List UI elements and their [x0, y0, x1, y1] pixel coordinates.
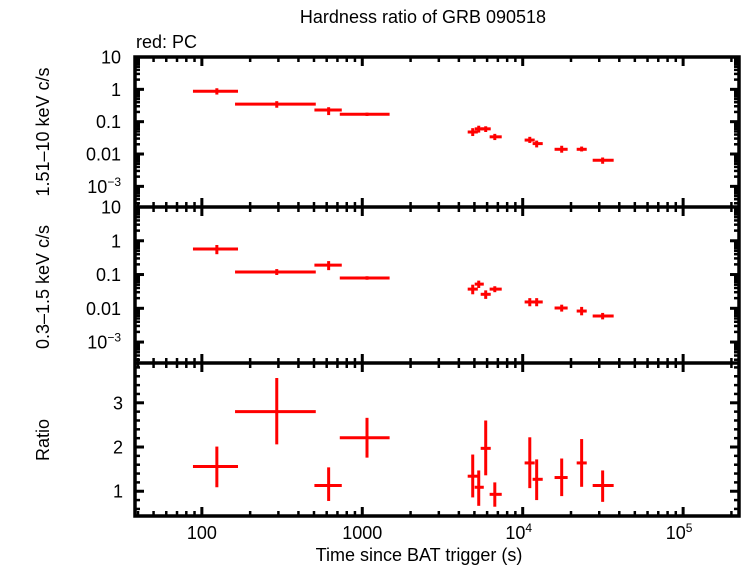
y-tick-label-base: 10 [87, 177, 107, 197]
x-tick-label: 104 [505, 521, 532, 543]
data-point [489, 133, 502, 141]
x-axis-label: Time since BAT trigger (s) [316, 545, 523, 565]
panel-hard [135, 55, 739, 207]
y-tick-label-base: 0.01 [86, 299, 121, 319]
data-point [339, 276, 390, 280]
y-tick-label-exponent: −3 [107, 331, 121, 345]
y-tick-label: 0.1 [96, 265, 121, 285]
data-point [467, 128, 478, 137]
data-point [554, 145, 568, 153]
data-point [467, 284, 478, 295]
y-tick-label: 2 [113, 438, 123, 458]
data-point [474, 470, 484, 506]
data-point [474, 280, 484, 288]
y-tick-label-base: 10 [101, 198, 121, 218]
x-tick-label-exponent: 5 [686, 521, 693, 535]
series-ratio-points [192, 378, 614, 507]
panel-soft [135, 205, 739, 363]
data-point [480, 126, 491, 132]
data-point [532, 459, 543, 501]
y-tick-label: 1 [111, 80, 121, 100]
x-tick-label-base: 10 [666, 523, 686, 543]
data-point [532, 140, 543, 148]
data-point [339, 112, 390, 116]
y-tick-label-base: 3 [113, 393, 123, 413]
data-point [524, 136, 535, 143]
y-axis-label-hard: 1.51–10 keV c/s [33, 67, 53, 196]
data-point [467, 454, 478, 498]
data-point [592, 470, 614, 502]
x-tick-label-base: 10 [505, 523, 525, 543]
plot-frame [133, 55, 741, 518]
y-tick-label: 0.01 [86, 145, 121, 165]
data-point [235, 378, 316, 445]
panel-ratio [135, 363, 739, 516]
chart-title: Hardness ratio of GRB 090518 [300, 7, 546, 27]
y-tick-label-base: 10 [87, 333, 107, 353]
data-point [532, 298, 543, 307]
data-point [480, 290, 491, 299]
data-point [554, 458, 568, 497]
x-tick-label-exponent: 4 [525, 521, 532, 535]
y-tick-label-base: 1 [111, 80, 121, 100]
data-point [235, 101, 316, 108]
x-tick-label: 105 [666, 521, 693, 543]
data-point [489, 482, 502, 507]
y-tick-label: 0.01 [86, 299, 121, 319]
x-tick-label: 1000 [342, 523, 382, 543]
y-tick-label-base: 0.1 [96, 112, 121, 132]
x-tick-label-base: 1000 [342, 523, 382, 543]
axes-group [133, 55, 741, 518]
data-point [339, 417, 390, 458]
data-point [489, 286, 502, 293]
data-point [524, 437, 535, 489]
series-hard-points [192, 88, 614, 164]
data-point [314, 261, 342, 271]
y-tick-label-base: 0.1 [96, 265, 121, 285]
x-tick-label: 100 [187, 523, 217, 543]
data-point [576, 439, 587, 487]
y-tick-label: 1 [113, 482, 123, 502]
y-tick-label-base: 1 [111, 231, 121, 251]
y-axis-label-ratio: Ratio [33, 419, 53, 461]
y-tick-label: 1 [111, 231, 121, 251]
y-tick-label-exponent: −3 [107, 175, 121, 189]
data-point [576, 306, 587, 316]
data-marks-group [192, 88, 614, 507]
data-point [576, 146, 587, 152]
y-axis-label-soft: 0.3–1.5 keV c/s [33, 225, 53, 349]
y-tick-label-base: 2 [113, 438, 123, 458]
y-tick-label: 10 [101, 48, 121, 68]
y-tick-label-base: 10 [101, 48, 121, 68]
series-soft-points [192, 244, 614, 320]
data-point [592, 157, 614, 164]
mode-annotation: red: PC [136, 32, 197, 52]
y-tick-label: 0.1 [96, 112, 121, 132]
y-tick-label: 10 [101, 198, 121, 218]
y-tick-label: 10−3 [87, 331, 121, 353]
y-tick-label-base: 0.01 [86, 145, 121, 165]
y-tick-label: 10−3 [87, 175, 121, 197]
data-point [480, 420, 491, 476]
data-point [192, 88, 239, 95]
data-point [235, 269, 316, 275]
data-point [192, 446, 239, 488]
data-point [314, 107, 342, 116]
data-point [554, 304, 568, 312]
data-point [314, 467, 342, 501]
x-tick-label-base: 100 [187, 523, 217, 543]
data-point [592, 312, 614, 320]
y-tick-label: 3 [113, 393, 123, 413]
y-tick-label-base: 1 [113, 482, 123, 502]
data-point [192, 244, 239, 255]
